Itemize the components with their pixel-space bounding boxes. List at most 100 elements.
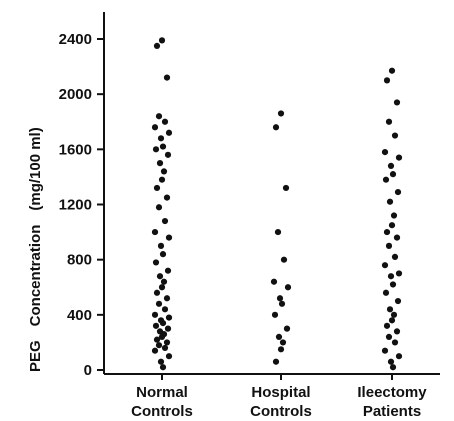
data-point [278,300,286,307]
data-point [386,198,394,205]
data-point [390,212,398,219]
data-point [393,99,401,106]
y-tick-label: 800 [67,252,92,269]
data-point [153,184,161,192]
data-point [159,251,167,258]
y-tick-label: 2400 [59,31,92,48]
data-point [152,146,160,153]
data-point [157,242,165,249]
data-point [387,273,395,280]
data-point [282,184,290,192]
data-point [389,364,397,371]
data-point [155,204,163,211]
data-point [271,311,279,318]
data-point [280,256,288,263]
data-point [279,339,287,346]
data-point [161,217,169,225]
data-point [385,242,393,249]
data-point [158,284,166,291]
data-point [284,284,292,291]
data-point [387,162,395,169]
data-point [272,358,280,365]
data-point [163,295,171,302]
data-point [157,358,165,365]
data-point [159,320,167,327]
data-point [155,300,163,307]
data-point [395,154,403,161]
x-category-labels: Normal Controls Hospital Controls Ileectomy P… [131,374,427,420]
data-point [391,132,399,139]
data-point [155,342,163,349]
data-point [153,42,161,49]
data-point [151,347,159,354]
data-point [389,171,397,178]
data-point [155,113,163,120]
data-point [391,339,399,346]
data-point [157,135,165,142]
data-point [381,347,389,354]
axes [103,12,440,375]
data-point [163,339,171,346]
y-tick-label: 1200 [59,197,92,214]
x-category-label: Normal [136,384,188,401]
data-point [161,118,169,125]
data-point [158,333,166,340]
data-point [388,222,396,229]
data-point [151,311,159,318]
data-point [383,77,391,84]
data-point [272,124,280,131]
data-point [382,289,390,296]
data-point [270,278,278,285]
data-point [158,37,166,44]
data-point [164,267,172,274]
y-tick-label: 400 [67,307,92,324]
data-point [383,322,391,329]
data-point [153,289,161,296]
data-point [394,297,402,305]
data-point [164,151,172,158]
data-point [276,295,284,302]
data-point [381,148,389,156]
data-point [385,118,393,125]
data-point [156,160,164,167]
data-point [390,311,398,318]
y-tick-label: 1600 [59,141,92,158]
data-point [389,281,397,288]
data-point [159,364,167,371]
data-point [391,253,399,261]
data-point [165,314,173,321]
data-point [163,74,171,81]
data-point [277,346,285,353]
y-axis-title: PEGConcentration(mg/100 ml) [27,127,44,372]
y-axis-title-text: PEGConcentration(mg/100 ml) [27,127,44,372]
data-point [159,143,167,150]
data-point [275,333,283,340]
y-ticks: 0 400 800 1200 1600 2000 2400 [59,31,104,379]
data-point [388,317,396,324]
x-category-label: Ileectomy [357,384,427,401]
data-point [165,234,173,241]
data-point [161,344,169,352]
data-point [160,278,168,285]
data-point [385,333,393,340]
data-point [160,168,168,175]
data-point [156,273,164,280]
data-point [163,194,171,201]
y-tick-label: 0 [84,362,92,379]
data-point [165,129,173,136]
data-point [152,259,160,266]
x-category-label: Patients [363,403,421,420]
data-point [393,328,401,335]
data-point [388,67,396,74]
x-category-label: Controls [250,403,312,420]
data-point [381,262,389,269]
data-point [152,322,160,329]
data-point [283,325,291,332]
x-category-label: Hospital [251,384,310,401]
data-point [158,176,166,183]
data-point [393,234,401,241]
data-point [153,336,161,343]
y-tick-label: 2000 [59,86,92,103]
data-point [164,325,172,332]
